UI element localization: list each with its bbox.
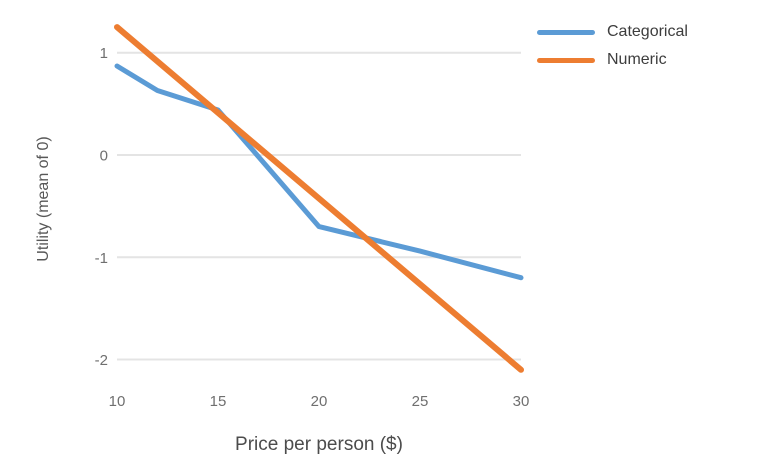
x-tick-label-10: 10 [109, 393, 126, 410]
series-line-numeric [114, 24, 524, 373]
x-tick-label-30: 30 [513, 393, 530, 410]
legend-label-numeric: Numeric [607, 51, 667, 68]
legend-swatch-numeric-line [537, 57, 595, 63]
y-axis-title: Utility (mean of 0) [35, 136, 52, 262]
x-tick-label-20: 20 [311, 393, 328, 410]
y-tick-label--2: -2 [95, 352, 108, 369]
legend-item-numeric: Numeric [537, 46, 688, 74]
legend-item-categorical: Categorical [537, 18, 688, 46]
y-tick-label-0: 0 [100, 148, 108, 165]
x-axis-title: Price per person ($) [235, 434, 403, 455]
x-tick-label-25: 25 [412, 393, 429, 410]
x-tick-label-15: 15 [210, 393, 227, 410]
series-line-categorical [114, 63, 524, 281]
y-tick-label--1: -1 [95, 250, 108, 267]
legend: Categorical Numeric [537, 18, 688, 74]
legend-swatch-categorical-line [537, 29, 595, 35]
y-tick-label-1: 1 [100, 45, 108, 62]
legend-label-categorical: Categorical [607, 23, 688, 40]
